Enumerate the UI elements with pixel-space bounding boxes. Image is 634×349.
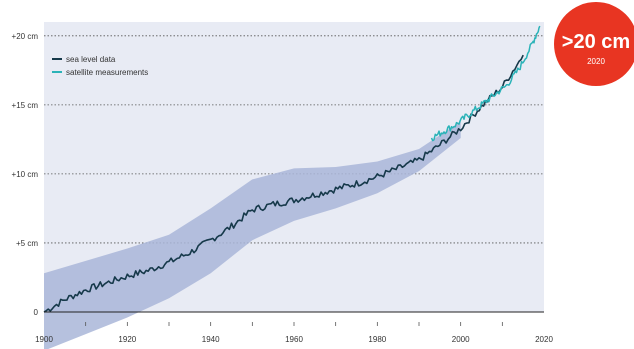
series-line-sea-level bbox=[43, 54, 524, 313]
annotation-badge: >20 cm 2020 bbox=[554, 2, 634, 86]
y-tick-label: +10 cm bbox=[12, 170, 39, 179]
legend-label-satellite: satellite measurements bbox=[66, 68, 148, 77]
x-tick-label: 1960 bbox=[285, 335, 303, 344]
y-tick-label: +15 cm bbox=[12, 101, 39, 110]
uncertainty-band bbox=[44, 121, 461, 349]
x-tick-label: 2020 bbox=[535, 335, 553, 344]
legend-label-sea-level: sea level data bbox=[66, 55, 116, 64]
annotation-circle bbox=[554, 2, 634, 86]
y-tick-label: +5 cm bbox=[16, 239, 38, 248]
uncertainty-band-layer bbox=[44, 121, 461, 349]
y-tick-label: 0 bbox=[34, 308, 39, 317]
x-tick-label: 1940 bbox=[202, 335, 220, 344]
x-tick-label: 1900 bbox=[35, 335, 53, 344]
legend: sea level data satellite measurements bbox=[52, 55, 148, 77]
x-tick-label: 1920 bbox=[118, 335, 136, 344]
y-tick-labels: 0 +5 cm +10 cm +15 cm +20 cm bbox=[12, 32, 39, 317]
annotation-value-label: >20 cm bbox=[562, 31, 630, 53]
x-tick-label: 1980 bbox=[368, 335, 386, 344]
series-layer bbox=[43, 25, 541, 313]
annotation-year-label: 2020 bbox=[587, 57, 605, 66]
y-tick-label: +20 cm bbox=[12, 32, 39, 41]
series-line-satellite bbox=[430, 25, 541, 142]
x-tick-label: 2000 bbox=[452, 335, 470, 344]
x-tick-labels: 1900 1920 1940 1960 1980 2000 2020 bbox=[35, 322, 553, 344]
